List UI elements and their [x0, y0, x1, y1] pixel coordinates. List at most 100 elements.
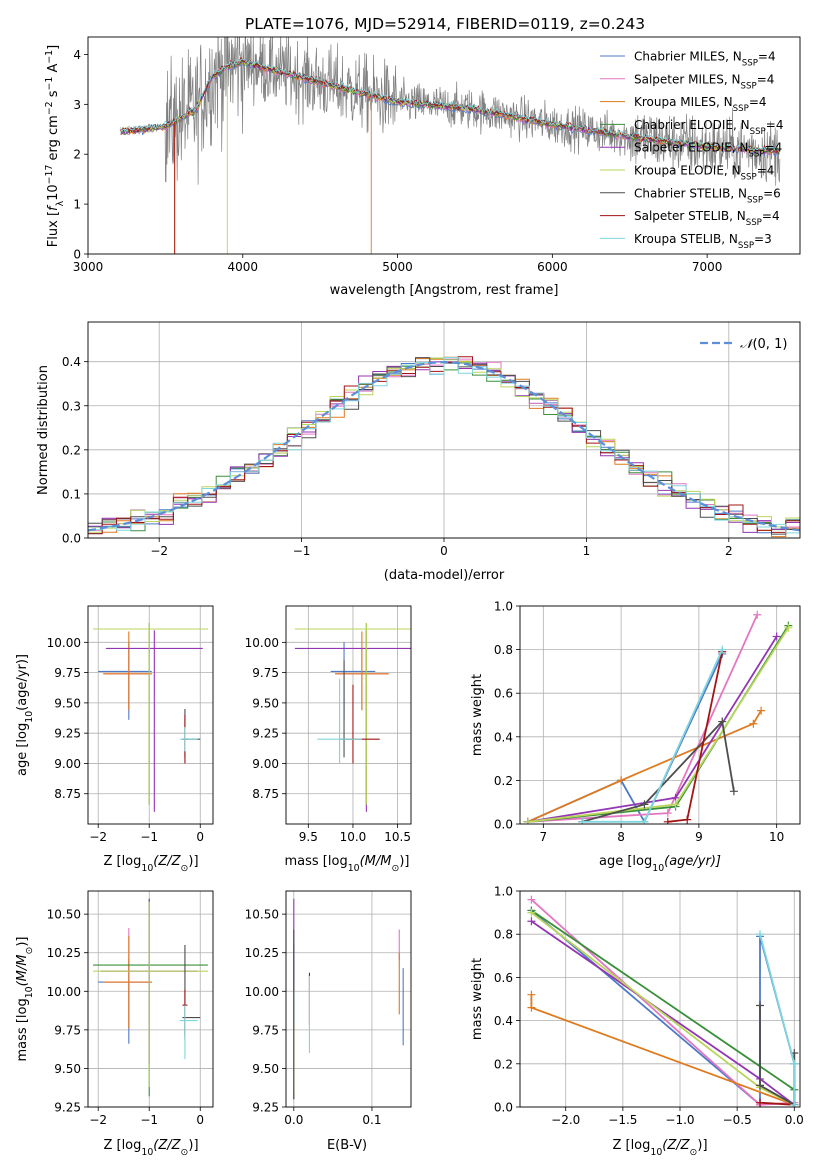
weight-line-1 [530, 898, 795, 1106]
y-axis-label: mass [log10(M/M⊙)] [15, 937, 35, 1062]
x-tick-label: −1.5 [608, 1113, 637, 1127]
y-tick-label: 9.50 [54, 1062, 81, 1076]
weight-line-2 [527, 710, 762, 823]
x-tick-label: 9.5 [299, 830, 318, 844]
y-tick-label: 1.0 [494, 600, 513, 614]
y-tick-label: 10.25 [47, 946, 81, 960]
weight-marker [663, 817, 672, 824]
errorbar-point-3 [93, 898, 208, 1097]
x-tick-label: 2 [725, 544, 733, 558]
y-tick-label: 9.75 [54, 666, 81, 680]
y-axis-label: Normed distribution [36, 365, 51, 495]
errorbar-point-6 [339, 660, 349, 758]
x-tick-label: −2.0 [551, 1113, 580, 1127]
axes-frame [87, 890, 214, 1108]
panel-age-vs-Z: −2 −1 0 8.75 9.00 9.25 9.50 9.75 10.00 Z [log10(Z… [15, 605, 214, 874]
y-tick-label: 0.0 [494, 818, 513, 832]
weight-marker [683, 815, 692, 824]
x-tick-label: 1 [583, 544, 591, 558]
y-tick-label: 9.50 [252, 696, 279, 710]
errorbar-point-5 [294, 622, 411, 805]
weight-line-8 [759, 933, 796, 1105]
plot-area [120, 37, 781, 254]
weight-marker [718, 645, 727, 654]
x-tick-label: 0 [196, 1113, 204, 1127]
panel-residuals: −2 −1 0 1 2 0.0 0.1 0.2 0.3 0.4 (data-model)/error… [36, 321, 801, 583]
figure-title: PLATE=1076, MJD=52914, FIBERID=0119, z=0… [245, 15, 645, 33]
axes-frame [519, 605, 801, 825]
axes-frame [87, 605, 214, 825]
y-tick-label: 3 [73, 98, 81, 112]
y-tick-label: 0.8 [494, 928, 513, 942]
legend-label: Kroupa STELIB, NSSP=3 [634, 232, 772, 251]
x-tick-label: 10 [769, 830, 784, 844]
weight-marker [527, 895, 536, 904]
errorbar-point-5 [93, 622, 208, 805]
weight-marker [640, 817, 649, 824]
x-tick-label: −1 [140, 830, 158, 844]
y-tick-label: 9.50 [54, 696, 81, 710]
y-tick-label: 10.25 [245, 946, 279, 960]
plot-area [93, 898, 208, 1097]
weight-marker [790, 1059, 799, 1068]
x-axis-label: wavelength [Angstrom, rest frame] [330, 283, 559, 298]
weight-marker [578, 817, 587, 824]
errorbar-point-8 [179, 1005, 198, 1060]
errorbar-point-2 [103, 935, 152, 1029]
weight-marker [617, 776, 626, 785]
y-tick-label: 10.50 [47, 908, 81, 922]
legend-label: Salpeter ELODIE, NSSP=4 [634, 141, 782, 160]
weight-marker [756, 930, 764, 939]
y-axis-label: mass weight [470, 674, 485, 756]
x-tick-label: −2 [89, 1113, 107, 1127]
weight-marker [756, 1098, 764, 1107]
weight-marker [671, 800, 680, 809]
y-tick-label: 0.6 [494, 971, 513, 985]
x-axis-label: E(B-V) [327, 1138, 367, 1153]
y-tick-label: 10.00 [245, 636, 279, 650]
plot-area [523, 610, 793, 824]
legend-label: Kroupa ELODIE, NSSP=4 [634, 164, 774, 183]
y-tick-label: 9.25 [54, 727, 81, 741]
weight-marker [757, 706, 766, 715]
errorbar-point-8 [317, 678, 362, 764]
legend-label: Salpeter STELIB, NSSP=4 [634, 209, 780, 228]
plot-area [527, 895, 799, 1107]
errorbar-point-3 [93, 622, 208, 805]
x-tick-label: 8 [617, 830, 625, 844]
errorbar-point-8 [179, 727, 198, 752]
legend-label: Chabrier STELIB, NSSP=6 [634, 186, 781, 205]
y-tick-label: 4 [73, 48, 81, 62]
y-tick-label: 0.0 [62, 532, 81, 546]
errorbar-point-1 [103, 928, 152, 1029]
errorbar-point-7 [348, 684, 380, 764]
x-tick-label: 3000 [73, 260, 104, 274]
y-tick-label: 10.00 [245, 985, 279, 999]
x-tick-label: 0.0 [785, 1113, 804, 1127]
weight-marker [523, 817, 532, 824]
weight-line-6 [581, 719, 735, 823]
weight-marker [527, 990, 536, 999]
weight-marker [527, 908, 536, 917]
panel-mass-vs-Z: −2 −1 0 9.25 9.50 9.75 10.00 10.25 10.50 Z [log10… [15, 890, 214, 1158]
panel-spectrum: 3000 4000 5000 6000 7000 0 1 2 3 4 wavelength [Ang… [44, 36, 801, 298]
plot-area [294, 622, 411, 812]
y-axis-label: mass weight [470, 958, 485, 1040]
weight-marker [756, 1081, 764, 1090]
legend-label: 𝒩(0, 1) [740, 337, 787, 352]
weight-marker [527, 1003, 536, 1012]
weight-line-7 [759, 1101, 795, 1106]
y-tick-label: 2 [73, 148, 81, 162]
x-tick-label: 5000 [382, 260, 413, 274]
x-tick-label: −2 [150, 544, 168, 558]
errorbar-point-1 [103, 649, 152, 711]
weight-marker [784, 623, 793, 632]
errorbar-point-0 [98, 642, 152, 720]
plot-area [88, 356, 800, 538]
model-spectrum-2 [120, 61, 780, 155]
x-tick-label: 7000 [692, 260, 723, 274]
y-tick-label: 10.00 [47, 636, 81, 650]
x-tick-label: 6000 [537, 260, 568, 274]
